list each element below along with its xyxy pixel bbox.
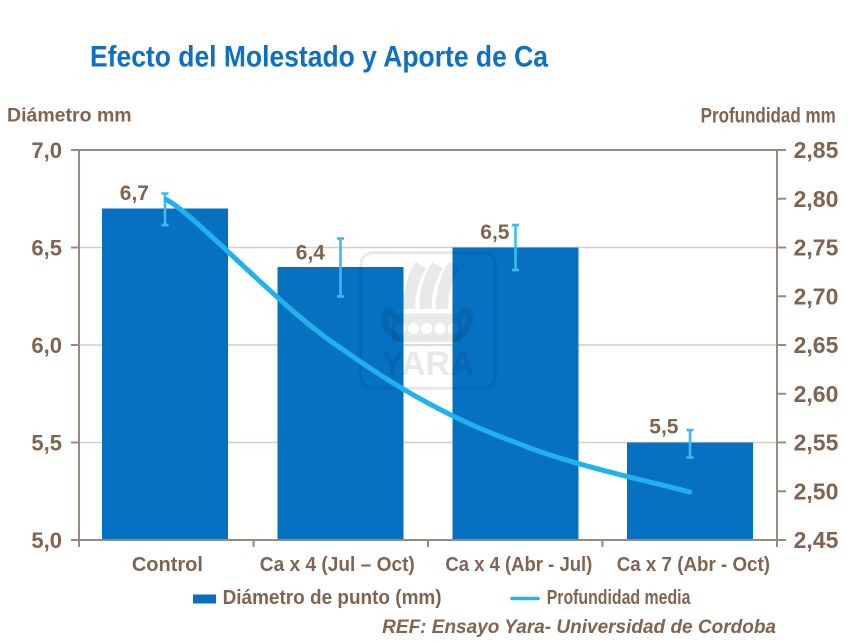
svg-text:Profundidad media: Profundidad media xyxy=(547,587,691,609)
svg-text:5,5: 5,5 xyxy=(649,416,679,439)
svg-text:2,65: 2,65 xyxy=(794,332,839,358)
svg-text:Diámetro de punto (mm): Diámetro de punto (mm) xyxy=(223,587,442,609)
svg-text:Diámetro mm: Diámetro mm xyxy=(7,105,132,127)
svg-text:Control: Control xyxy=(132,554,203,576)
svg-text:REF: Ensayo Yara- Universidad: REF: Ensayo Yara- Universidad de Cordoba xyxy=(382,617,776,638)
svg-text:6,7: 6,7 xyxy=(120,182,149,205)
svg-text:Ca x 7 (Abr - Oct): Ca x 7 (Abr - Oct) xyxy=(617,554,770,576)
svg-text:2,85: 2,85 xyxy=(794,137,839,163)
svg-text:5,5: 5,5 xyxy=(31,431,62,456)
svg-text:2,50: 2,50 xyxy=(794,478,839,504)
svg-text:7,0: 7,0 xyxy=(31,138,62,163)
svg-text:Ca x 4 (Jul – Oct): Ca x 4 (Jul – Oct) xyxy=(260,554,415,576)
svg-text:2,45: 2,45 xyxy=(794,527,839,553)
svg-text:YARA: YARA xyxy=(381,345,474,383)
svg-text:Profundidad mm: Profundidad mm xyxy=(701,104,836,127)
svg-text:6,5: 6,5 xyxy=(480,221,510,244)
svg-text:5,0: 5,0 xyxy=(31,528,62,553)
svg-text:2,55: 2,55 xyxy=(794,430,839,456)
svg-text:2,75: 2,75 xyxy=(794,235,839,261)
svg-text:2,60: 2,60 xyxy=(794,381,839,407)
svg-text:Efecto del Molestado y Aporte: Efecto del Molestado y Aporte de Ca xyxy=(90,41,548,74)
svg-text:2,80: 2,80 xyxy=(794,186,839,212)
svg-text:6,4: 6,4 xyxy=(296,242,326,265)
svg-text:2,70: 2,70 xyxy=(794,283,839,309)
svg-text:6,5: 6,5 xyxy=(31,236,62,261)
svg-text:6,0: 6,0 xyxy=(31,333,62,358)
svg-text:Ca x 4 (Abr - Jul): Ca x 4 (Abr - Jul) xyxy=(445,554,592,576)
